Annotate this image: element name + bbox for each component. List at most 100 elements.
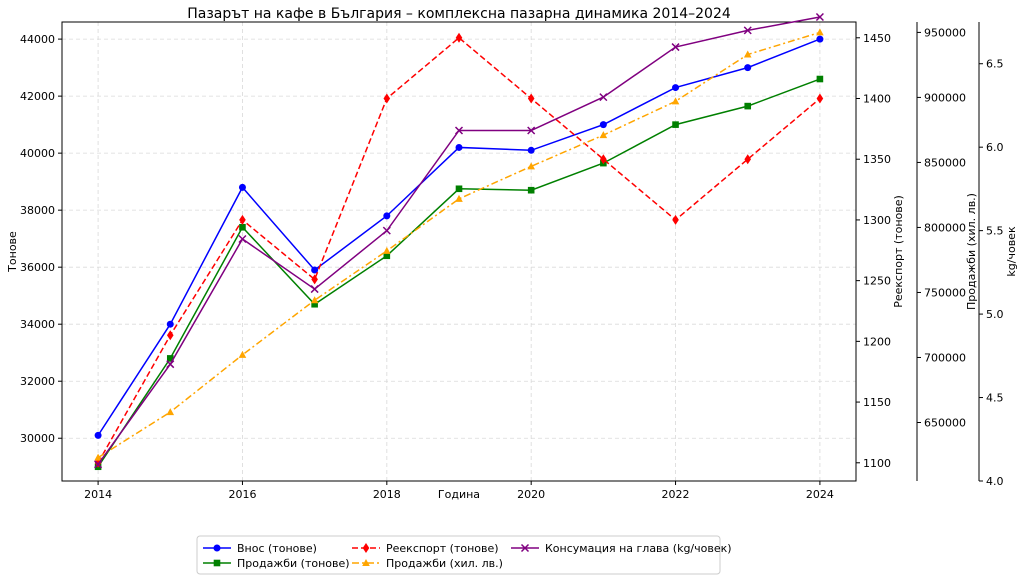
legend-label: Продажби (хил. лв.) [386, 557, 503, 570]
data-point [743, 50, 752, 58]
x-tick-label: 2020 [517, 488, 545, 501]
data-point [383, 252, 391, 260]
reexport-tick-label: 1300 [863, 214, 891, 227]
reexport-tick-label: 1100 [863, 457, 891, 470]
data-point [455, 32, 463, 43]
sales_bgn-tick-label: 650000 [924, 416, 966, 429]
legend-marker [520, 543, 530, 553]
y-tick-label: 38000 [20, 204, 55, 217]
legend-item: Продажби (хил. лв.) [352, 557, 503, 570]
x-tick-label: 2022 [662, 488, 690, 501]
series-line [97, 16, 821, 465]
data-point [743, 26, 752, 35]
legend-marker [362, 559, 370, 566]
per_capita-tick-label: 6.5 [986, 58, 1004, 71]
data-point [383, 212, 391, 220]
series-1 [94, 75, 824, 471]
legend-box [196, 535, 721, 575]
data-point [310, 285, 319, 294]
data-point [310, 296, 319, 304]
reexport-tick-label: 1200 [863, 335, 891, 348]
x-tick-label: 2016 [228, 488, 256, 501]
y-tick-label: 42000 [20, 90, 55, 103]
data-point [166, 320, 174, 328]
data-point [455, 143, 463, 151]
chart-title: Пазарът на кафе в България – комплексна … [187, 6, 731, 22]
data-point [311, 274, 318, 285]
data-point [671, 97, 680, 105]
x-tick-label: 2018 [373, 488, 401, 501]
data-point [527, 162, 535, 170]
legend-label: Реекспорт (тонове) [386, 542, 499, 555]
data-point [166, 355, 174, 362]
y-tick-label: 44000 [20, 33, 55, 46]
legend-item: Продажби (тонове) [203, 557, 350, 570]
data-point [527, 93, 535, 104]
data-point [311, 266, 319, 274]
data-point [455, 185, 463, 193]
x-tick-label: 2014 [84, 488, 112, 501]
sales_bgn-tick-label: 800000 [924, 221, 966, 234]
legend-item: Реекспорт (тонове) [352, 542, 499, 555]
series-0 [94, 35, 824, 439]
data-point [599, 121, 607, 129]
data-point [383, 246, 391, 254]
per_capita-axis-label: kg/човек [1005, 226, 1018, 277]
reexport-tick-label: 1350 [863, 153, 891, 166]
axes: 2014 2016 2018 2020 2022 2024 30000 32000 34000 3… [6, 22, 1018, 501]
y-tick-label: 36000 [20, 261, 55, 274]
legend-marker [362, 543, 370, 553]
series-2 [94, 32, 824, 468]
reexport-axis-label: Реекспорт (тонове) [892, 195, 905, 308]
data-point [238, 350, 247, 358]
data-point [527, 146, 535, 154]
series-line [97, 36, 821, 464]
data-point [527, 186, 535, 194]
grid [62, 22, 856, 481]
sales_bgn-axis-label: Продажби (хил. лв.) [965, 193, 978, 310]
sales_bgn-tick-label: 750000 [924, 286, 966, 299]
data-point [599, 131, 608, 139]
y-tick-label: 30000 [20, 432, 55, 445]
data-point [816, 28, 824, 36]
tons-axis-label: Тонове [6, 231, 19, 273]
data-point [599, 93, 608, 102]
series-line [97, 31, 821, 459]
data-point [94, 431, 102, 439]
data-point [672, 121, 679, 128]
legend: Внос (тонове) Продажби (тонове) Реекспорт … [196, 535, 732, 575]
x-tick-label: 2024 [806, 488, 834, 501]
per_capita-tick-label: 5.5 [986, 225, 1004, 238]
data-point [238, 234, 247, 244]
y-tick-label: 34000 [20, 318, 55, 331]
legend-label: Внос (тонове) [237, 542, 317, 555]
legend-marker [213, 544, 221, 552]
data-point [600, 154, 607, 165]
data-point [816, 35, 824, 43]
data-point [816, 75, 824, 83]
reexport-tick-label: 1400 [863, 93, 891, 106]
legend-marker [213, 559, 221, 567]
data-point [815, 12, 824, 22]
data-point [94, 460, 103, 469]
sales_bgn-tick-label: 700000 [924, 351, 966, 364]
data-point [672, 84, 680, 92]
reexport-tick-label: 1250 [863, 275, 891, 288]
data-point [455, 194, 463, 202]
data-point [744, 154, 752, 165]
data-point [382, 226, 391, 235]
data-point [672, 214, 679, 225]
data-point [94, 453, 102, 461]
series-4 [94, 12, 824, 469]
data-point [527, 126, 536, 135]
data-point [671, 43, 680, 52]
plot-frame [61, 21, 857, 482]
y-tick-label: 32000 [20, 375, 55, 388]
data-point [454, 126, 464, 135]
data-point [239, 214, 246, 225]
data-point [311, 300, 318, 308]
per_capita-tick-label: 5.0 [986, 308, 1004, 321]
per_capita-tick-label: 6.0 [986, 141, 1004, 154]
sales_bgn-tick-label: 950000 [924, 26, 966, 39]
